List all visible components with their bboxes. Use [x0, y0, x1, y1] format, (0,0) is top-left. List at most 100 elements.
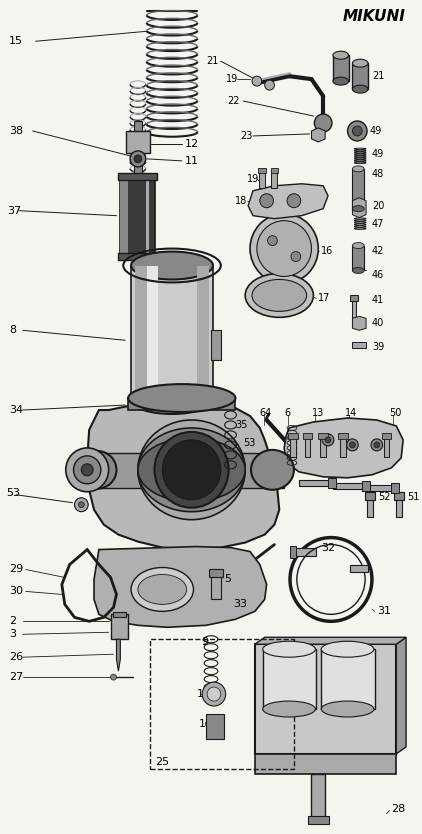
Text: 8: 8: [9, 325, 16, 335]
Circle shape: [154, 432, 229, 508]
Bar: [206, 714, 224, 739]
Text: 38: 38: [9, 126, 23, 136]
Polygon shape: [284, 418, 403, 478]
Bar: [338, 433, 348, 439]
Text: 36: 36: [216, 438, 228, 448]
Bar: [299, 480, 333, 485]
Circle shape: [349, 442, 355, 448]
Text: 16: 16: [321, 245, 333, 255]
Text: 21: 21: [372, 71, 384, 81]
Ellipse shape: [131, 567, 193, 611]
Circle shape: [252, 76, 262, 86]
Text: 27: 27: [9, 672, 24, 682]
Bar: [352, 295, 356, 325]
Ellipse shape: [128, 384, 235, 412]
Bar: [120, 176, 128, 255]
Bar: [255, 754, 396, 774]
Text: 48: 48: [372, 168, 384, 178]
Bar: [362, 485, 396, 490]
Polygon shape: [352, 198, 366, 218]
Circle shape: [287, 193, 301, 208]
Bar: [271, 168, 279, 173]
Circle shape: [75, 498, 88, 512]
Bar: [362, 480, 370, 490]
Ellipse shape: [138, 420, 245, 520]
Text: 6: 6: [284, 408, 290, 418]
Bar: [352, 168, 364, 208]
Text: 21: 21: [206, 56, 219, 66]
Bar: [328, 478, 336, 488]
Bar: [135, 265, 147, 400]
Ellipse shape: [263, 641, 315, 657]
Ellipse shape: [352, 166, 364, 172]
Polygon shape: [248, 183, 328, 219]
Polygon shape: [352, 316, 366, 330]
Bar: [211, 330, 221, 360]
Bar: [351, 295, 358, 301]
Text: 15: 15: [9, 36, 23, 46]
Text: 42: 42: [372, 245, 384, 255]
Circle shape: [162, 440, 221, 500]
Bar: [381, 433, 392, 439]
Text: 30: 30: [9, 586, 23, 596]
Bar: [87, 453, 284, 488]
Text: 29: 29: [9, 565, 24, 575]
Text: 46: 46: [372, 270, 384, 280]
Ellipse shape: [251, 450, 294, 490]
Ellipse shape: [352, 243, 364, 249]
Bar: [119, 253, 157, 259]
Bar: [197, 265, 209, 400]
Bar: [113, 612, 126, 617]
Circle shape: [325, 437, 331, 443]
Bar: [209, 570, 223, 577]
Ellipse shape: [352, 59, 368, 68]
Bar: [333, 483, 367, 489]
Bar: [352, 342, 366, 349]
Ellipse shape: [78, 451, 116, 489]
Bar: [320, 435, 326, 457]
Text: 41: 41: [372, 295, 384, 305]
Bar: [211, 570, 221, 600]
Bar: [394, 492, 404, 500]
Circle shape: [81, 464, 93, 476]
Text: 28: 28: [392, 804, 406, 814]
Polygon shape: [311, 128, 325, 142]
Text: 25: 25: [155, 756, 170, 766]
Ellipse shape: [333, 77, 349, 85]
Circle shape: [250, 214, 318, 284]
Text: 64: 64: [260, 408, 272, 418]
Bar: [271, 170, 277, 188]
Bar: [255, 644, 396, 754]
Bar: [303, 433, 312, 439]
Ellipse shape: [138, 438, 245, 502]
Text: 52: 52: [378, 492, 390, 502]
Circle shape: [257, 221, 311, 276]
Bar: [340, 435, 346, 457]
Ellipse shape: [252, 279, 307, 311]
Bar: [311, 774, 325, 819]
Bar: [131, 265, 213, 400]
Text: 12: 12: [185, 139, 199, 149]
Text: 33: 33: [233, 600, 247, 610]
Text: 11: 11: [185, 156, 199, 166]
Text: 2: 2: [9, 616, 16, 626]
Bar: [384, 435, 390, 457]
Bar: [150, 639, 294, 769]
Ellipse shape: [131, 252, 213, 279]
Ellipse shape: [352, 206, 364, 212]
Text: 53: 53: [6, 488, 20, 498]
Circle shape: [260, 193, 273, 208]
Text: MIKUNI: MIKUNI: [343, 9, 406, 24]
Bar: [308, 816, 329, 824]
Text: 40: 40: [372, 319, 384, 329]
Text: 22: 22: [227, 96, 240, 106]
Ellipse shape: [245, 274, 314, 317]
Text: 47: 47: [372, 219, 384, 229]
Ellipse shape: [333, 51, 349, 59]
Bar: [146, 176, 149, 255]
Text: 37: 37: [7, 206, 22, 216]
Bar: [305, 435, 311, 457]
Bar: [352, 63, 368, 89]
Bar: [290, 435, 296, 457]
Circle shape: [322, 434, 334, 446]
